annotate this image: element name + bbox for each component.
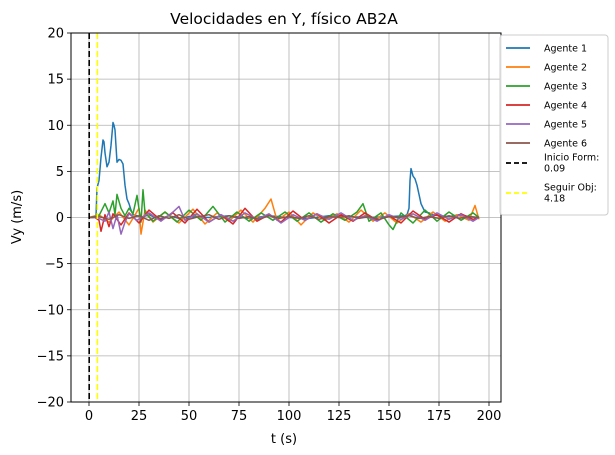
x-tick-label: 25 xyxy=(131,409,148,424)
legend: Agente 1 Agente 2 Agente 3 Agente 4 Agente 5… xyxy=(499,34,609,216)
legend-label-agente-6: Agente 6 xyxy=(544,139,587,150)
legend-label-vline-1-line2: 0.09 xyxy=(544,164,565,175)
y-tick-label: −15 xyxy=(37,349,64,364)
legend-label-vline-1-line1: Inicio Form: xyxy=(544,153,599,164)
series-line-agente-6 xyxy=(88,213,480,222)
x-tick-label: 0 xyxy=(85,409,93,424)
y-tick-label: −20 xyxy=(37,396,64,411)
y-tick-label: 20 xyxy=(47,27,64,42)
y-tick-label: 0 xyxy=(56,211,64,226)
series-line-agente-2 xyxy=(88,198,480,235)
x-tick-label: 100 xyxy=(277,409,302,424)
y-axis-label: Vy (m/s) xyxy=(10,190,25,244)
legend-label-agente-4: Agente 4 xyxy=(544,101,587,112)
x-tick-label: 200 xyxy=(477,409,502,424)
x-tick-label: 50 xyxy=(181,409,198,424)
x-tick-label: 175 xyxy=(427,409,452,424)
ticks: 0 25 50 75 100 125 150 175 200 −20 −15 −10 −5 0 5 10 15 2… xyxy=(37,27,502,425)
legend-label-agente-3: Agente 3 xyxy=(544,82,587,93)
legend-label-agente-5: Agente 5 xyxy=(544,120,587,131)
chart-title: Velocidades en Y, físico AB2A xyxy=(170,10,398,28)
y-tick-label: 10 xyxy=(47,119,64,134)
y-tick-label: 5 xyxy=(56,165,64,180)
legend-label-agente-1: Agente 1 xyxy=(544,44,587,55)
series-layer xyxy=(88,33,480,402)
x-axis-label: t (s) xyxy=(271,432,297,447)
y-tick-label: −10 xyxy=(37,303,64,318)
y-tick-label: 15 xyxy=(47,73,64,88)
x-tick-label: 150 xyxy=(377,409,402,424)
legend-label-agente-2: Agente 2 xyxy=(544,63,587,74)
y-tick-label: −5 xyxy=(45,257,64,272)
legend-label-vline-2-line2: 4.18 xyxy=(544,194,565,205)
legend-label-vline-2-line1: Seguir Obj: xyxy=(544,183,597,194)
legend-box xyxy=(499,34,609,216)
x-tick-label: 125 xyxy=(327,409,352,424)
x-tick-label: 75 xyxy=(231,409,248,424)
